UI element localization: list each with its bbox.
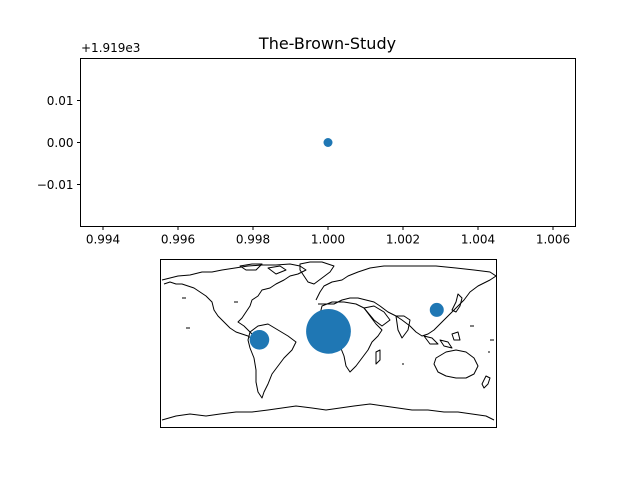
- eurasia-coastline: [315, 265, 496, 337]
- north-america-coastline: [161, 263, 307, 341]
- x-ticks: 0.994 0.996 0.998 1.000 1.002 1.004 1.006: [86, 226, 570, 247]
- map-bubble: [429, 302, 444, 317]
- australia-coastline: [433, 349, 479, 379]
- y-tick-label: 0.00: [47, 136, 74, 150]
- map-bubble: [249, 329, 270, 350]
- plot-frame: [80, 58, 576, 227]
- map-bubbles: [249, 302, 444, 354]
- japan-coastline: [451, 293, 463, 313]
- arctic-islands: [239, 263, 287, 275]
- map-frame: [160, 259, 497, 428]
- data-points: [323, 138, 333, 147]
- x-tick-label: 1.006: [536, 233, 570, 247]
- chart-title: The-Brown-Study: [258, 34, 396, 53]
- madagascar-coastline: [375, 349, 381, 365]
- x-tick-label: 1.000: [311, 233, 345, 247]
- antarctica-coastline: [161, 403, 495, 421]
- x-tick-label: 1.004: [461, 233, 495, 247]
- south-america-coastline: [247, 323, 297, 399]
- greenland-coastline: [299, 261, 335, 285]
- y-offset-text: +1.919e3: [81, 41, 140, 55]
- southeast-asia-islands: [423, 331, 461, 349]
- x-tick-label: 0.994: [86, 233, 120, 247]
- india-coastline: [395, 315, 411, 339]
- x-tick-label: 0.996: [161, 233, 195, 247]
- x-tick-label: 1.002: [386, 233, 420, 247]
- new-zealand-coastline: [481, 375, 491, 389]
- y-tick-label: −0.01: [37, 178, 74, 192]
- x-tick-label: 0.998: [236, 233, 270, 247]
- y-ticks: 0.01 0.00 −0.01: [37, 94, 81, 192]
- scatter-axes: The-Brown-Study +1.919e3 0.994 0.996 0.998…: [37, 34, 576, 247]
- map-bubble: [306, 308, 351, 354]
- data-point: [323, 138, 333, 147]
- world-map-axes: [160, 259, 497, 428]
- small-islands: [182, 297, 494, 365]
- y-tick-label: 0.01: [47, 94, 74, 108]
- coastlines: [161, 261, 496, 421]
- arabia-coastline: [363, 305, 391, 327]
